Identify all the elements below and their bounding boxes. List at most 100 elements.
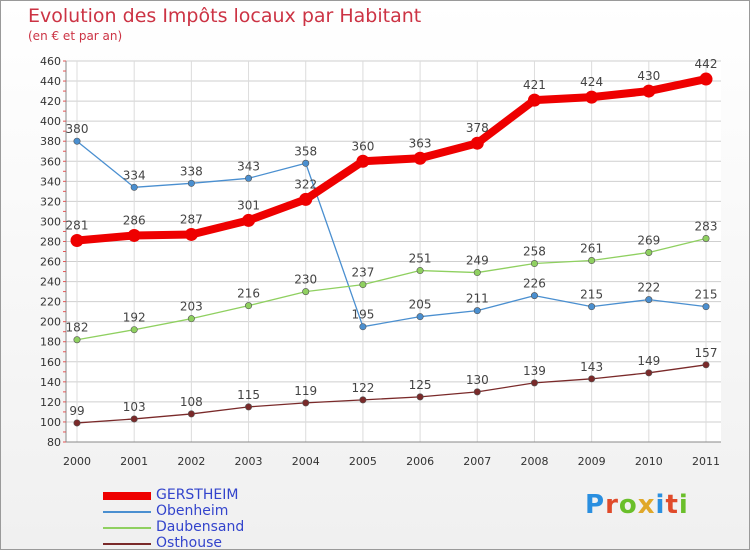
- logo-letter: t: [665, 490, 679, 520]
- data-point-gerstheim: [527, 93, 541, 107]
- x-tick-label: 2004: [292, 455, 320, 468]
- data-point-gerstheim: [299, 192, 313, 206]
- data-label-gerstheim: 424: [580, 75, 603, 89]
- y-tick-label: 200: [40, 316, 61, 329]
- y-tick-label: 380: [40, 135, 61, 148]
- x-tick-label: 2005: [349, 455, 377, 468]
- data-point-osthouse: [245, 403, 253, 411]
- data-point-daubensand: [359, 281, 367, 289]
- x-tick-label: 2007: [463, 455, 491, 468]
- data-label-gerstheim: 322: [294, 177, 317, 191]
- legend-label-obenheim: Obenheim: [156, 503, 229, 519]
- data-point-gerstheim: [356, 154, 370, 168]
- data-label-obenheim: 338: [180, 164, 203, 178]
- legend-swatch-obenheim: [103, 511, 151, 513]
- logo-letter: i: [655, 490, 666, 520]
- data-point-gerstheim: [642, 84, 656, 98]
- data-point-obenheim: [359, 323, 367, 331]
- data-label-obenheim: 215: [695, 288, 718, 302]
- data-point-daubensand: [588, 257, 596, 265]
- logo-letter: r: [605, 490, 619, 520]
- data-label-osthouse: 108: [180, 395, 203, 409]
- y-tick-label: 160: [40, 356, 61, 369]
- data-label-daubensand: 283: [695, 219, 718, 233]
- series-line-gerstheim: [73, 75, 710, 245]
- data-label-gerstheim: 421: [523, 78, 546, 92]
- data-label-obenheim: 222: [637, 281, 660, 295]
- data-point-gerstheim: [242, 213, 256, 227]
- chart-subtitle: (en € et par an): [28, 29, 123, 43]
- x-tick-label: 2010: [635, 455, 663, 468]
- data-label-daubensand: 230: [294, 273, 317, 287]
- logo-letter: i: [678, 490, 689, 520]
- x-tick-label: 2003: [235, 455, 263, 468]
- data-label-obenheim: 205: [409, 298, 432, 312]
- data-label-osthouse: 119: [294, 384, 317, 398]
- data-point-osthouse: [645, 369, 653, 377]
- data-point-gerstheim: [413, 151, 427, 165]
- data-label-osthouse: 149: [637, 354, 660, 368]
- x-tick-label: 2002: [177, 455, 205, 468]
- legend-label-osthouse: Osthouse: [156, 535, 223, 551]
- data-point-daubensand: [473, 269, 481, 277]
- data-point-osthouse: [530, 379, 538, 387]
- y-tick-label: 280: [40, 235, 61, 248]
- y-tick-label: 260: [40, 256, 61, 269]
- legend-swatch-daubensand: [103, 527, 151, 529]
- data-point-obenheim: [588, 303, 596, 311]
- data-label-osthouse: 157: [695, 346, 718, 360]
- data-point-daubensand: [245, 302, 253, 310]
- data-point-obenheim: [302, 159, 310, 167]
- data-label-daubensand: 249: [466, 254, 489, 268]
- data-point-gerstheim: [585, 90, 599, 104]
- series-line-daubensand: [76, 237, 707, 341]
- data-label-gerstheim: 301: [237, 198, 260, 212]
- data-label-osthouse: 143: [580, 360, 603, 374]
- x-tick-label: 2008: [520, 455, 548, 468]
- proxiti-logo: Proxiti: [585, 490, 689, 520]
- data-label-osthouse: 125: [409, 378, 432, 392]
- data-label-daubensand: 203: [180, 300, 203, 314]
- data-label-gerstheim: 430: [637, 69, 660, 83]
- data-label-daubensand: 182: [66, 321, 89, 335]
- data-point-osthouse: [702, 361, 710, 369]
- data-label-obenheim: 358: [294, 144, 317, 158]
- data-point-obenheim: [530, 292, 538, 300]
- data-point-osthouse: [359, 396, 367, 404]
- data-label-obenheim: 195: [351, 308, 374, 322]
- y-tick-label: 400: [40, 115, 61, 128]
- data-label-gerstheim: 287: [180, 212, 203, 226]
- data-point-obenheim: [473, 307, 481, 315]
- data-point-obenheim: [702, 303, 710, 311]
- y-tick-label: 180: [40, 336, 61, 349]
- data-point-gerstheim: [184, 227, 198, 241]
- y-tick-label: 120: [40, 396, 61, 409]
- y-tick-label: 360: [40, 155, 61, 168]
- legend-swatch-osthouse: [103, 543, 151, 545]
- data-point-osthouse: [302, 399, 310, 407]
- data-point-osthouse: [187, 410, 195, 418]
- data-point-obenheim: [130, 183, 138, 191]
- data-label-gerstheim: 360: [351, 139, 374, 153]
- data-label-obenheim: 343: [237, 159, 260, 173]
- x-tick-label: 2011: [692, 455, 720, 468]
- legend-label-daubensand: Daubensand: [156, 519, 245, 535]
- data-label-osthouse: 130: [466, 373, 489, 387]
- y-tick-label: 100: [40, 416, 61, 429]
- data-label-daubensand: 261: [580, 242, 603, 256]
- logo-letter: P: [585, 490, 606, 520]
- data-point-gerstheim: [70, 233, 84, 247]
- data-point-osthouse: [416, 393, 424, 401]
- data-label-obenheim: 211: [466, 292, 489, 306]
- data-point-daubensand: [187, 315, 195, 323]
- data-point-obenheim: [416, 313, 424, 321]
- data-label-obenheim: 380: [66, 122, 89, 136]
- data-label-osthouse: 99: [69, 404, 84, 418]
- y-tick-label: 440: [40, 75, 61, 88]
- data-point-gerstheim: [127, 228, 141, 242]
- data-point-daubensand: [702, 234, 710, 242]
- data-label-obenheim: 226: [523, 277, 546, 291]
- data-point-daubensand: [530, 260, 538, 268]
- data-label-obenheim: 215: [580, 288, 603, 302]
